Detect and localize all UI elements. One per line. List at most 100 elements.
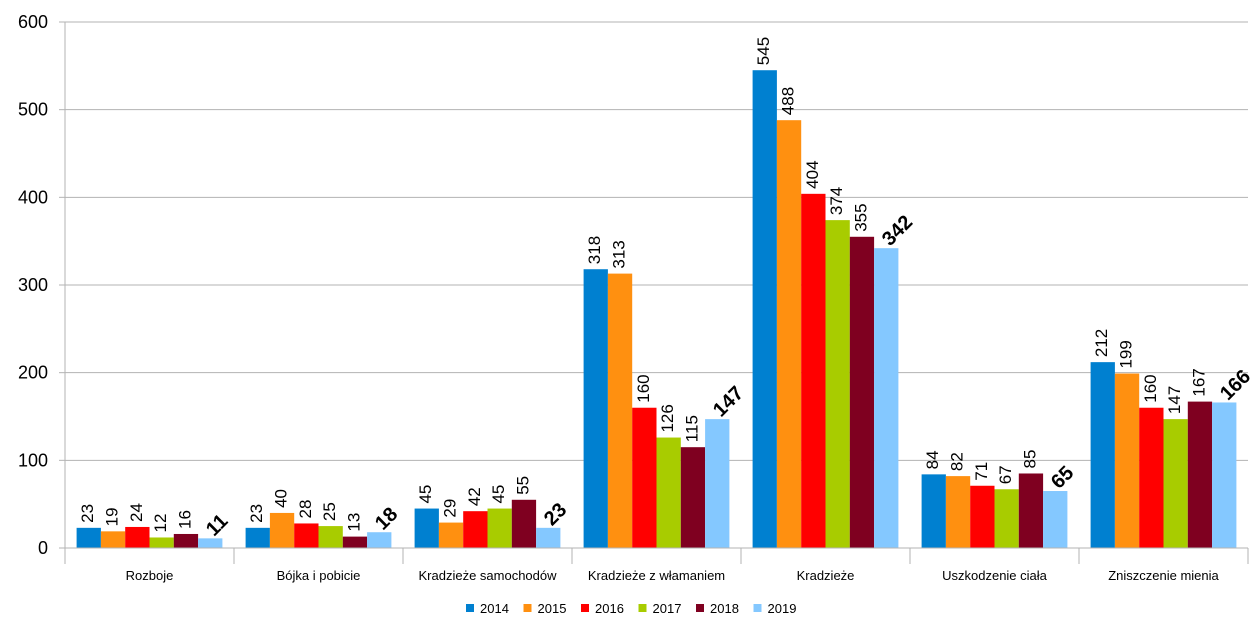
data-label: 18 <box>371 503 402 534</box>
bar <box>149 537 174 548</box>
data-label: 342 <box>878 211 917 250</box>
data-label: 160 <box>634 374 653 402</box>
data-label: 12 <box>151 514 170 533</box>
y-axis-ticks: 0 100 200 300 400 500 600 <box>18 12 48 558</box>
data-label: 13 <box>344 513 363 532</box>
bar <box>318 526 343 548</box>
bar <box>463 511 488 548</box>
y-tick-label: 300 <box>18 275 48 295</box>
legend-label: 2014 <box>480 601 509 616</box>
bar <box>269 512 295 548</box>
data-label: 85 <box>1020 450 1039 469</box>
gridlines <box>59 21 1248 549</box>
y-tick-label: 600 <box>18 12 48 32</box>
legend-label: 2016 <box>595 601 624 616</box>
bar <box>994 489 1019 548</box>
data-label: 199 <box>1117 340 1136 368</box>
bar <box>414 508 439 548</box>
bar <box>970 485 995 548</box>
data-label: 67 <box>996 465 1015 484</box>
data-label: 40 <box>272 489 291 508</box>
data-label: 147 <box>1165 386 1184 414</box>
bar <box>125 526 150 548</box>
data-label: 115 <box>682 415 701 442</box>
data-label: 28 <box>296 500 315 519</box>
category-label: Kradzieże samochodów <box>418 568 557 583</box>
bar <box>294 523 319 548</box>
bar <box>1114 373 1140 548</box>
bar <box>607 273 633 548</box>
data-label: 313 <box>610 240 629 268</box>
data-label: 24 <box>127 503 146 522</box>
data-label: 488 <box>779 87 798 115</box>
legend-label: 2018 <box>710 601 739 616</box>
data-label: 71 <box>972 462 991 481</box>
bar <box>752 70 777 548</box>
data-label: 166 <box>1216 366 1251 405</box>
bar <box>705 419 730 548</box>
bar <box>1018 473 1044 548</box>
data-label: 23 <box>78 504 97 523</box>
category-label: Kradzieże z włamaniem <box>588 568 725 583</box>
data-label: 545 <box>754 37 773 65</box>
bar <box>632 407 657 548</box>
data-label: 19 <box>103 507 122 526</box>
legend-swatch <box>581 604 589 612</box>
data-label: 65 <box>1047 462 1078 493</box>
y-tick-label: 100 <box>18 450 48 470</box>
bar <box>173 533 199 548</box>
data-label: 11 <box>202 510 233 541</box>
data-label: 55 <box>513 476 532 495</box>
data-label: 29 <box>441 499 460 518</box>
bar <box>1139 407 1164 548</box>
bar <box>487 508 512 548</box>
bar <box>776 120 802 548</box>
data-label: 16 <box>175 510 194 529</box>
data-label: 23 <box>247 504 266 523</box>
bar <box>656 437 681 548</box>
data-label: 23 <box>540 499 571 530</box>
data-label: 212 <box>1092 329 1111 357</box>
y-tick-label: 400 <box>18 187 48 207</box>
legend-swatch <box>466 604 474 612</box>
data-label: 374 <box>827 187 846 215</box>
category-label: Kradzieże <box>797 568 855 583</box>
bar <box>825 220 850 549</box>
category-label: Rozboje <box>126 568 174 583</box>
data-label: 147 <box>709 382 748 421</box>
bar <box>198 538 223 548</box>
data-label: 318 <box>585 236 604 264</box>
legend-swatch <box>753 604 762 612</box>
x-axis-categories: Rozboje Bójka i pobicie Kradzieże samochod… <box>126 568 1220 583</box>
y-tick-label: 0 <box>38 538 48 558</box>
bar <box>342 536 368 548</box>
bar <box>801 193 826 548</box>
bar <box>583 269 608 548</box>
legend-swatch <box>696 604 704 612</box>
data-label: 160 <box>1141 374 1160 402</box>
bar <box>511 499 537 548</box>
legend-label: 2019 <box>768 601 797 616</box>
data-label: 167 <box>1189 368 1208 396</box>
data-label: 84 <box>923 450 942 469</box>
axes <box>64 22 1249 564</box>
data-label: 126 <box>658 404 677 432</box>
bar <box>1090 362 1115 548</box>
bar <box>76 527 101 548</box>
bar <box>874 248 899 548</box>
bar <box>680 447 706 548</box>
data-label: 82 <box>948 452 967 471</box>
legend-swatch <box>638 604 647 612</box>
bar <box>1163 419 1188 548</box>
category-label: Bójka i pobicie <box>277 568 361 583</box>
data-label: 45 <box>416 485 435 504</box>
bar <box>945 476 971 548</box>
bar <box>367 532 392 548</box>
bar <box>245 527 270 548</box>
legend-label: 2015 <box>538 601 567 616</box>
bars <box>76 70 1237 549</box>
legend: 2014 2015 2016 2017 2018 2019 <box>466 601 796 616</box>
data-label: 42 <box>465 487 484 506</box>
bar <box>1187 401 1213 548</box>
